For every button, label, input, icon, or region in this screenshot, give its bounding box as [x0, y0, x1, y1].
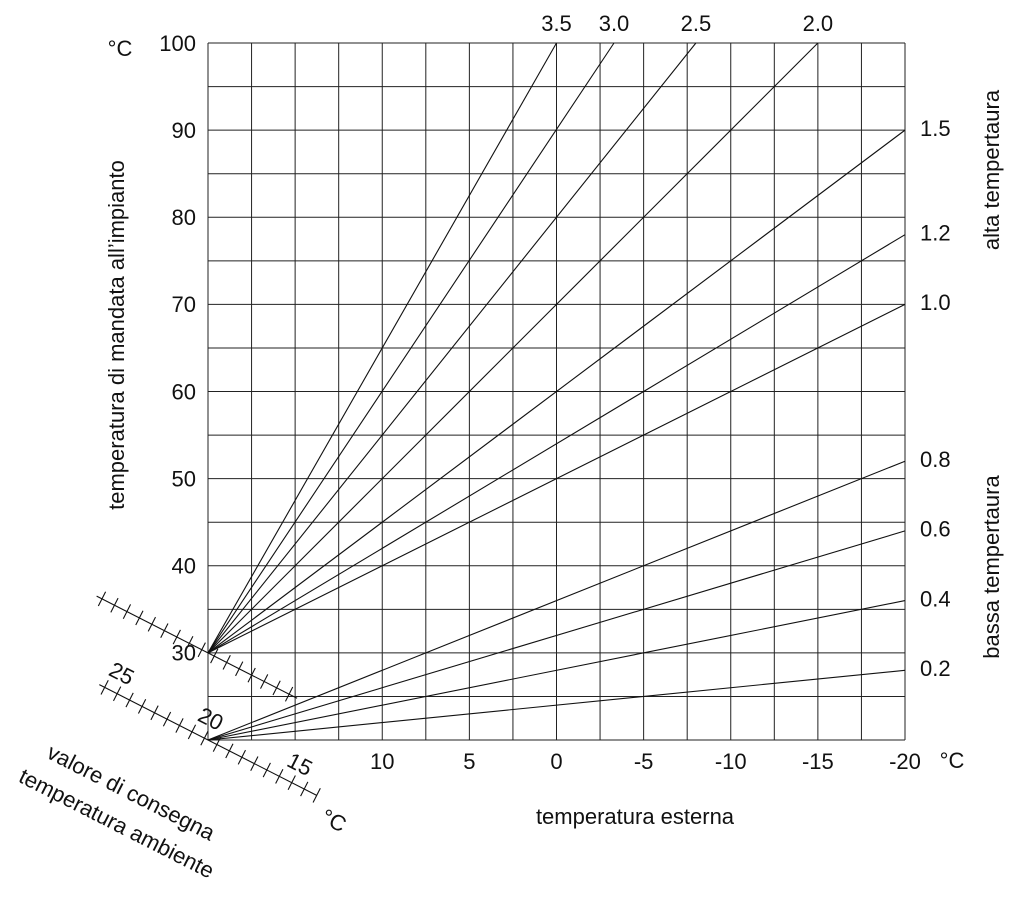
low-temp-label: bassa tempertaura [979, 475, 1004, 659]
curve-label: 0.4 [920, 586, 951, 611]
scale-tick [160, 623, 169, 639]
scale-tick [97, 591, 107, 607]
scale-tick [185, 635, 194, 651]
heating-curve [207, 42, 819, 654]
curve-label: 3.5 [541, 11, 572, 36]
curve-label: 0.8 [920, 447, 951, 472]
curve-label: 1.2 [920, 220, 951, 245]
curve-label: 3.0 [599, 11, 630, 36]
heating-curve [207, 42, 557, 654]
scale-tick [247, 667, 256, 683]
scale-tick [222, 655, 231, 670]
y-axis-label: temperatura di mandata all’impianto [104, 160, 129, 510]
curve-label: 1.5 [920, 116, 951, 141]
heating-curve [207, 530, 906, 741]
y-tick-label: 70 [172, 292, 196, 317]
x-tick-label: -10 [715, 749, 747, 774]
setpoint-tick-label: 20 [194, 702, 227, 735]
heating-curve [207, 42, 615, 654]
x-unit: °C [940, 748, 965, 773]
heating-curve [207, 669, 906, 741]
heating-curve [207, 460, 906, 741]
high-temp-label: alta tempertaura [979, 89, 1004, 250]
x-tick-label: 10 [370, 749, 394, 774]
y-tick-label: 80 [172, 205, 196, 230]
scale-tick [210, 648, 219, 664]
scale-tick [150, 705, 159, 721]
y-tick-label: 60 [172, 379, 196, 404]
heating-curve [207, 600, 906, 741]
curve-label: 0.2 [920, 656, 951, 681]
scale-tick [137, 699, 147, 714]
heating-curve [207, 129, 906, 654]
x-axis-label: temperatura esterna [536, 804, 735, 829]
x-tick-label: 5 [463, 749, 475, 774]
scale-tick [112, 686, 122, 702]
scale-tick [110, 597, 119, 613]
curve-label: 2.5 [681, 11, 712, 36]
y-unit: °C [108, 36, 133, 61]
y-tick-label: 50 [172, 466, 196, 491]
curve-label: 1.0 [920, 290, 951, 315]
scale-tick [162, 711, 172, 727]
scale-tick [175, 718, 184, 733]
scale-tick [100, 679, 109, 695]
scale-tick [250, 756, 259, 771]
scale-tick [284, 686, 294, 702]
scale-tick [197, 642, 206, 658]
scale-tick [262, 762, 271, 778]
curve-label: 2.0 [803, 11, 834, 36]
scale-tick [235, 661, 244, 677]
scale-line [99, 684, 317, 796]
y-tick-label: 40 [172, 554, 196, 579]
y-tick-label: 100 [159, 31, 196, 56]
setpoint-unit: °C [317, 804, 350, 838]
x-tick-label: -15 [802, 749, 834, 774]
y-tick-label: 90 [172, 118, 196, 143]
scale-tick [272, 680, 281, 696]
scale-tick [260, 674, 269, 689]
x-tick-label: 0 [550, 749, 562, 774]
scale-tick [287, 775, 296, 791]
setpoint-tick-label: 15 [283, 748, 316, 781]
scale-tick [300, 781, 309, 797]
scale-tick [122, 604, 132, 619]
scale-tick [225, 743, 234, 759]
scale-tick [200, 730, 209, 746]
scale-tick [187, 724, 197, 740]
heating-curve [207, 234, 906, 654]
x-tick-label: -5 [634, 749, 654, 774]
setpoint-tick-label: 25 [105, 657, 138, 690]
heating-curve [207, 303, 906, 654]
x-tick-label: -20 [889, 749, 921, 774]
scale-tick [147, 616, 156, 632]
scale-tick [135, 610, 144, 626]
scale-tick [275, 768, 284, 784]
scale-tick [172, 629, 181, 645]
curve-label: 0.6 [920, 517, 951, 542]
scale-tick [312, 788, 321, 803]
scale-tick [212, 737, 222, 752]
scale-tick [237, 749, 246, 765]
scale-tick [125, 692, 134, 708]
heating-curve [207, 42, 697, 654]
